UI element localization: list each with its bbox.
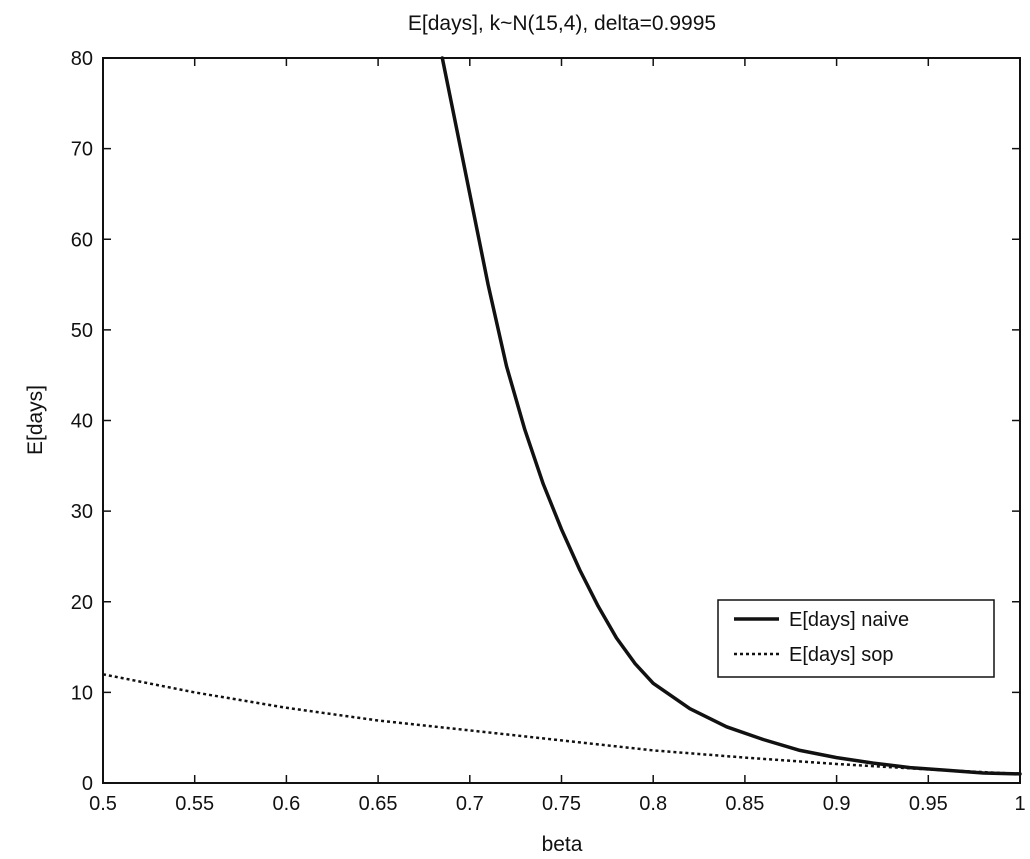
y-tick-label: 20 xyxy=(71,592,93,614)
x-tick-label: 0.8 xyxy=(639,793,667,815)
chart-title: E[days], k~N(15,4), delta=0.9995 xyxy=(408,12,716,35)
x-tick-label: 0.5 xyxy=(89,793,117,815)
y-tick-label: 80 xyxy=(71,48,93,70)
y-tick-label: 0 xyxy=(82,773,93,795)
y-tick-label: 10 xyxy=(71,682,93,704)
x-tick-label: 0.55 xyxy=(175,793,214,815)
x-tick-label: 0.6 xyxy=(272,793,300,815)
x-tick-label: 1 xyxy=(1014,793,1025,815)
legend-label-naive: E[days] naive xyxy=(789,609,909,631)
x-tick-label: 0.95 xyxy=(909,793,948,815)
x-tick-label: 0.9 xyxy=(823,793,851,815)
x-axis-ticks: 0.5 0.55 0.6 0.65 0.7 0.75 0.8 0.85 0.9 0.95 1 xyxy=(89,58,1026,815)
x-tick-label: 0.7 xyxy=(456,793,484,815)
x-tick-label: 0.75 xyxy=(542,793,581,815)
y-tick-label: 60 xyxy=(71,229,93,251)
y-tick-label: 70 xyxy=(71,139,93,161)
y-axis-ticks: 0 10 20 30 40 50 60 70 80 xyxy=(71,48,1020,795)
y-axis-label: E[days] xyxy=(24,385,47,455)
x-axis-label: beta xyxy=(542,833,583,856)
legend-label-sop: E[days] sop xyxy=(789,644,894,666)
series-layer xyxy=(102,56,1022,776)
x-tick-label: 0.65 xyxy=(359,793,398,815)
x-tick-label: 0.85 xyxy=(725,793,764,815)
y-tick-label: 40 xyxy=(71,411,93,433)
legend-box xyxy=(717,599,995,678)
legend: E[days] naive E[days] sop xyxy=(717,599,995,678)
series-line-naive xyxy=(440,56,1022,776)
series-line-sop xyxy=(102,673,1021,776)
y-tick-label: 30 xyxy=(71,501,93,523)
y-tick-label: 50 xyxy=(71,320,93,342)
